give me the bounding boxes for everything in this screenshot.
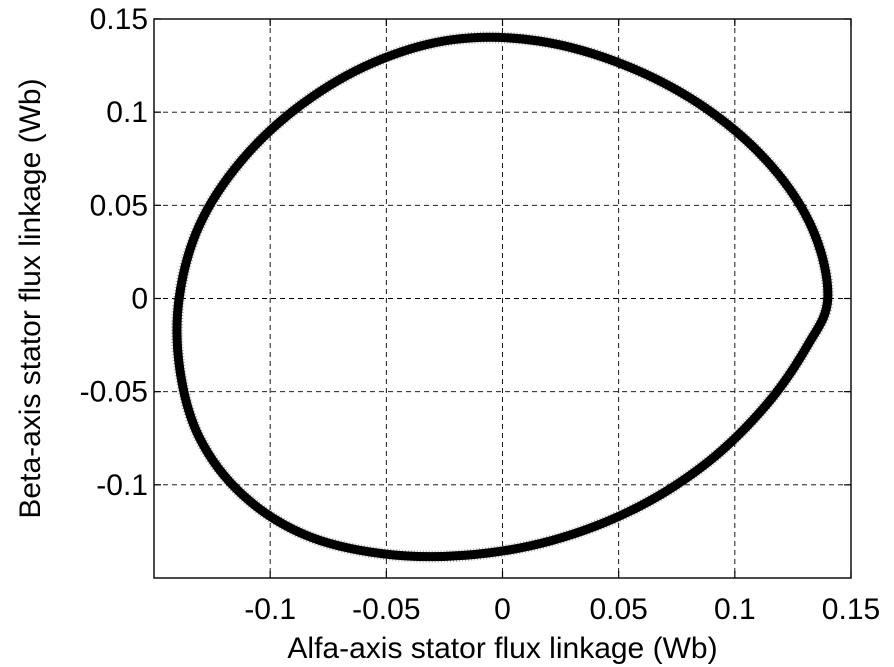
trajectory-point xyxy=(706,460,710,464)
x-tick-label: 0 xyxy=(494,593,511,626)
x-tick-label: 0.05 xyxy=(589,593,647,626)
x-tick-label: -0.05 xyxy=(352,593,420,626)
y-tick-label: 0.05 xyxy=(90,189,148,222)
trajectory-point xyxy=(371,61,375,65)
trajectory-point xyxy=(463,553,467,557)
grid-lines xyxy=(154,19,851,578)
trajectory-point xyxy=(623,63,627,67)
trajectory-point xyxy=(826,297,830,300)
trajectory-point xyxy=(197,224,201,228)
y-tick-label: -0.05 xyxy=(80,376,148,409)
y-axis-label: Beta-axis stator flux linkage (Wb) xyxy=(14,78,47,518)
x-tick-label: 0.1 xyxy=(714,593,756,626)
trajectory-point xyxy=(769,163,773,167)
trajectory-point xyxy=(240,492,244,496)
trajectory-point xyxy=(537,39,541,43)
x-axis-label: Alfa-axis stator flux linkage (Wb) xyxy=(287,632,717,665)
trajectory-point xyxy=(704,106,708,110)
trajectory-point xyxy=(240,158,244,162)
y-tick-label: 0 xyxy=(131,283,148,316)
trajectory-point xyxy=(550,539,554,543)
trajectory-point xyxy=(178,367,182,371)
trajectory-point xyxy=(451,38,455,42)
trajectory-point xyxy=(177,297,181,300)
trajectory-point xyxy=(300,103,304,107)
trajectory-point xyxy=(303,533,307,537)
x-tick-labels: -0.1 -0.05 0 0.05 0.1 0.15 xyxy=(244,593,880,626)
y-tick-label: 0.1 xyxy=(106,96,148,129)
trajectory-point xyxy=(633,507,637,511)
x-tick-label: 0.15 xyxy=(822,593,880,626)
trajectory-point xyxy=(764,403,768,407)
y-tick-labels: -0.1 -0.05 0 0.05 0.1 0.15 xyxy=(80,3,148,502)
trajectory-point xyxy=(197,435,201,439)
y-tick-label: -0.1 xyxy=(96,469,148,502)
y-tick-label: 0.15 xyxy=(90,3,148,36)
trajectory-point xyxy=(379,552,383,556)
trajectory-point xyxy=(811,228,815,232)
tick-marks xyxy=(154,18,852,578)
trajectory-point xyxy=(805,344,809,348)
series-layer xyxy=(170,31,834,563)
x-tick-label: -0.1 xyxy=(244,593,296,626)
